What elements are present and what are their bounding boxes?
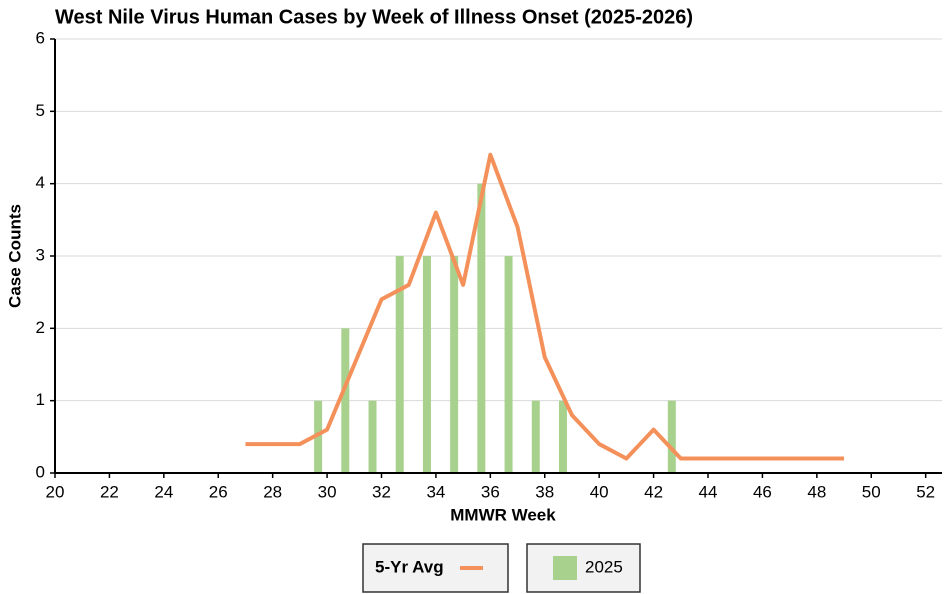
line (245, 152, 845, 461)
bar (395, 256, 404, 473)
legend-label: 2025 (585, 557, 623, 576)
x-tick-label: 42 (644, 482, 663, 501)
x-tick-label: 28 (263, 482, 282, 501)
x-tick-label: 20 (46, 482, 65, 501)
x-tick-label: 50 (862, 482, 881, 501)
bar (422, 256, 431, 473)
bar (368, 400, 377, 473)
y-tick-label: 4 (36, 173, 45, 192)
bar (558, 400, 567, 473)
y-tick-label: 3 (36, 245, 45, 264)
y-tick-label: 5 (36, 101, 45, 120)
bar (667, 400, 676, 473)
bar (477, 183, 486, 473)
y-tick-label: 6 (36, 28, 45, 47)
x-tick-label: 34 (426, 482, 445, 501)
x-tick-label: 52 (916, 482, 935, 501)
x-tick-label: 30 (318, 482, 337, 501)
y-tick-label: 1 (36, 390, 45, 409)
bar (450, 256, 459, 473)
x-tick-label: 38 (535, 482, 554, 501)
legend-swatch (553, 556, 577, 580)
legend-box (362, 543, 509, 593)
x-tick-label: 44 (699, 482, 718, 501)
y-tick-label: 0 (36, 462, 45, 481)
chart-title: West Nile Virus Human Cases by Week of I… (55, 6, 693, 28)
x-tick-label: 46 (753, 482, 772, 501)
bar (531, 400, 540, 473)
bar (504, 256, 513, 473)
x-tick-label: 22 (100, 482, 119, 501)
x-tick-label: 24 (154, 482, 173, 501)
bar (314, 400, 323, 473)
x-tick-label: 36 (481, 482, 500, 501)
x-tick-label: 32 (372, 482, 391, 501)
x-tick-label: 26 (209, 482, 228, 501)
x-tick-label: 40 (590, 482, 609, 501)
x-axis-label: MMWR Week (450, 505, 556, 524)
x-tick-label: 48 (807, 482, 826, 501)
y-tick-label: 2 (36, 318, 45, 337)
y-axis-label: Case Counts (5, 204, 24, 308)
legend-box (526, 543, 641, 593)
bar (341, 328, 350, 473)
legend-label: 5-Yr Avg (375, 557, 444, 576)
